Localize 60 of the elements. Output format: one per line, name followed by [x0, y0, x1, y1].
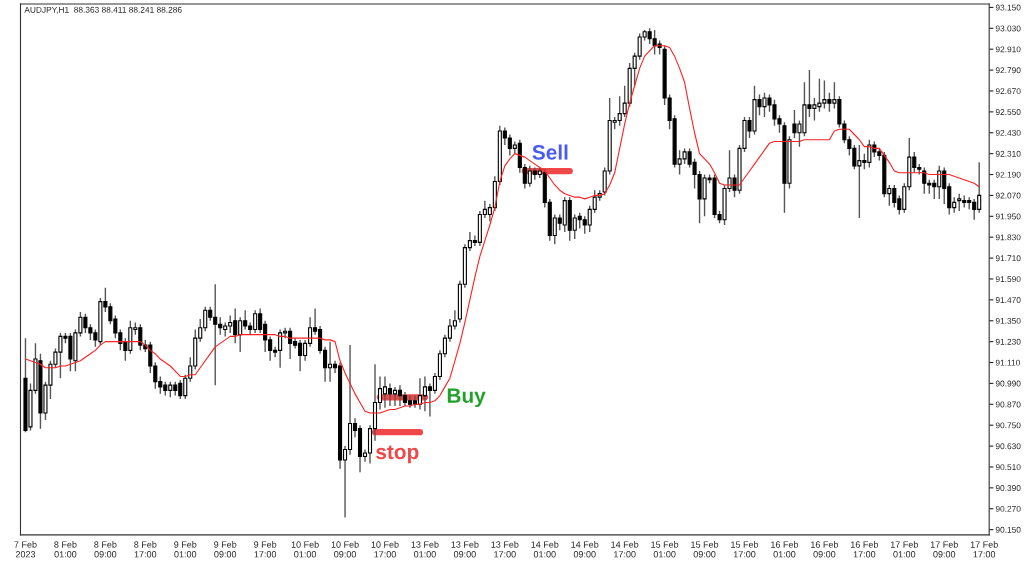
annotation: Buy — [447, 388, 486, 408]
y-tick-label: 93.030 — [995, 25, 1021, 32]
x-tick-label: 14 Feb 09:00 — [571, 541, 599, 558]
x-tick-label: 8 Feb 09:00 — [94, 541, 117, 558]
y-tick-label: 90.270 — [995, 505, 1021, 512]
x-tick-label: 15 Feb 17:00 — [731, 541, 759, 558]
y-tick-label: 93.150 — [995, 4, 1021, 11]
annotation: Sell — [532, 144, 568, 160]
x-tick-label: 14 Feb 17:00 — [611, 541, 639, 558]
y-tick-label: 92.910 — [995, 46, 1021, 53]
x-tick-label: 10 Feb 09:00 — [331, 541, 359, 558]
y-tick-label: 90.390 — [995, 485, 1021, 491]
y-tick-label: 92.550 — [995, 109, 1021, 115]
x-tick-label: 10 Feb 01:00 — [291, 541, 319, 558]
candlestick — [382, 375, 388, 409]
y-tick-label: 90.510 — [995, 464, 1021, 471]
candlestick — [387, 382, 393, 407]
y-tick-label: 91.830 — [995, 234, 1021, 241]
x-tick-label: 17 Feb 17:00 — [970, 541, 998, 558]
x-tick-label: 9 Feb 09:00 — [214, 541, 237, 558]
y-tick-label: 91.710 — [995, 255, 1021, 262]
x-tick-label: 9 Feb 17:00 — [254, 541, 277, 558]
y-tick-label: 91.110 — [995, 359, 1020, 366]
candlestick — [392, 386, 398, 407]
y-tick-label: 90.750 — [995, 422, 1021, 429]
chart-title: AUDJPY,H1 88.363 88.411 88.241 88.286 — [24, 6, 182, 14]
x-tick-label: 13 Feb 17:00 — [491, 541, 519, 558]
y-tick-label: 92.790 — [995, 67, 1021, 74]
y-tick-label: 91.950 — [995, 213, 1021, 220]
y-tick-label: 90.630 — [995, 443, 1021, 450]
y-tick-label: 90.990 — [995, 380, 1021, 387]
x-tick-label: 7 Feb 2023 — [14, 541, 37, 558]
y-tick-label: 91.350 — [995, 317, 1021, 324]
x-tick-label: 14 Feb 01:00 — [531, 541, 559, 558]
x-tick-label: 13 Feb 01:00 — [411, 541, 439, 558]
x-tick-label: 9 Feb 01:00 — [174, 541, 197, 558]
x-tick-label: 8 Feb 01:00 — [54, 541, 77, 558]
y-tick-label: 92.670 — [995, 88, 1021, 95]
annotation: stop — [376, 445, 419, 464]
y-tick-label: 90.150 — [995, 526, 1021, 533]
x-tick-label: 8 Feb 17:00 — [134, 541, 157, 558]
x-tick-label: 15 Feb 01:00 — [651, 541, 679, 558]
y-tick-label: 91.470 — [995, 297, 1021, 303]
y-tick-label: 91.230 — [995, 338, 1021, 345]
x-tick-label: 16 Feb 01:00 — [771, 541, 799, 558]
x-tick-label: 10 Feb 17:00 — [371, 541, 399, 558]
x-tick-label: 17 Feb 09:00 — [930, 541, 958, 558]
x-tick-label: 17 Feb 01:00 — [890, 541, 918, 558]
y-tick-label: 92.070 — [995, 192, 1021, 199]
candlestick — [397, 384, 403, 407]
y-tick-label: 91.590 — [995, 276, 1021, 283]
y-tick-label: 92.190 — [995, 171, 1021, 178]
candlestick — [922, 166, 927, 195]
y-tick-label: 92.310 — [995, 150, 1021, 157]
y-tick-label: 90.870 — [995, 401, 1021, 408]
y-tick-label: 92.430 — [995, 129, 1021, 136]
x-tick-label: 13 Feb 09:00 — [451, 541, 479, 558]
x-tick-label: 15 Feb 09:00 — [691, 541, 719, 558]
x-tick-label: 16 Feb 17:00 — [850, 541, 879, 558]
x-tick-label: 16 Feb 09:00 — [811, 541, 839, 558]
